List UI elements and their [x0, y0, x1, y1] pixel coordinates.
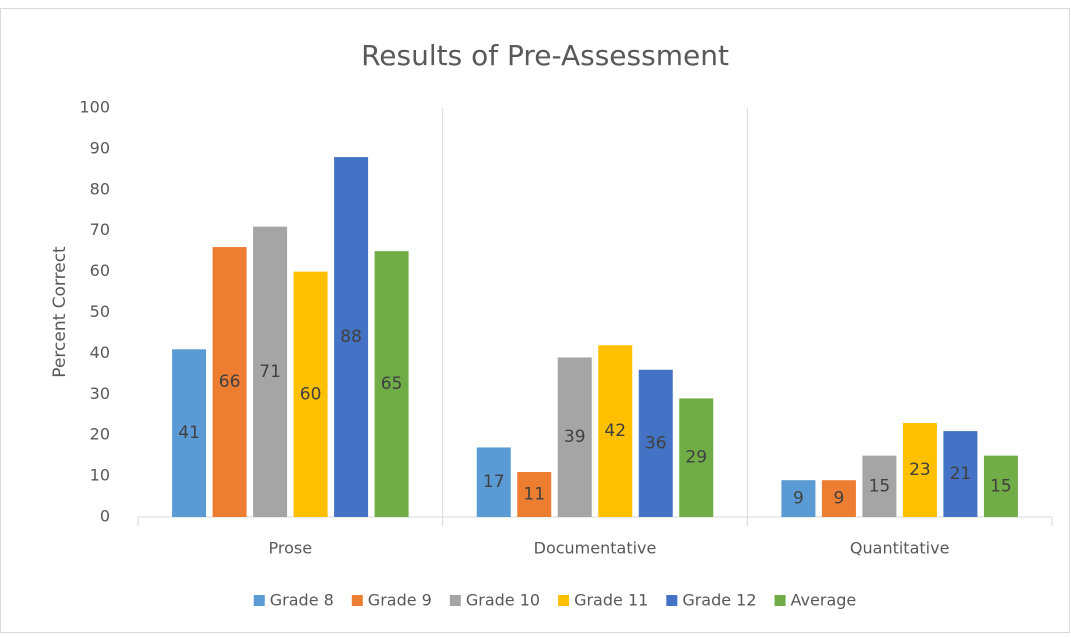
data-label: 66: [219, 372, 241, 392]
bar: [374, 251, 409, 517]
data-label: 9: [793, 489, 804, 509]
legend-label: Grade 11: [574, 591, 648, 610]
y-tick-label: 40: [90, 343, 110, 362]
data-label: 65: [381, 374, 403, 394]
bar: [334, 157, 369, 517]
y-tick-label: 30: [90, 384, 110, 403]
y-tick-label: 70: [90, 220, 110, 239]
data-label: 71: [259, 362, 281, 382]
chart-border: [0, 8, 1070, 633]
data-label: 15: [990, 476, 1012, 496]
data-label: 88: [340, 327, 362, 347]
bar: [781, 480, 816, 517]
bar: [212, 247, 247, 517]
data-label: 29: [685, 448, 707, 468]
y-tick-label: 80: [90, 179, 110, 198]
y-tick-label: 20: [90, 425, 110, 444]
bar: [902, 422, 937, 517]
y-tick-label: 90: [90, 138, 110, 157]
bar: [557, 357, 592, 517]
data-label: 15: [869, 476, 891, 496]
data-label: 39: [564, 427, 586, 447]
legend-swatch: [558, 595, 570, 606]
data-label: 41: [178, 423, 200, 443]
data-label: 9: [834, 489, 845, 509]
bar: [638, 369, 673, 517]
y-tick-label: 10: [90, 466, 110, 485]
chart-title: Results of Pre-Assessment: [361, 39, 729, 72]
bar: [862, 455, 897, 517]
x-tick-label: Prose: [269, 539, 313, 558]
bar: [172, 349, 207, 517]
legend-label: Average: [791, 591, 857, 610]
legend-swatch: [449, 595, 461, 606]
legend-label: Grade 8: [270, 591, 334, 610]
y-tick-label: 0: [100, 507, 110, 526]
bar: [293, 271, 328, 517]
bar: [253, 226, 288, 518]
data-label: 23: [909, 460, 931, 480]
x-tick-label: Documentative: [534, 539, 657, 558]
bar: [679, 398, 714, 517]
data-label: 17: [483, 472, 505, 492]
data-label: 36: [645, 433, 667, 453]
x-tick-label: Quantitative: [850, 539, 950, 558]
data-label: 11: [523, 485, 545, 505]
legend-swatch: [774, 595, 786, 606]
legend-label: Grade 9: [368, 591, 432, 610]
legend-label: Grade 12: [682, 591, 756, 610]
y-tick-label: 100: [79, 98, 110, 117]
data-label: 42: [604, 421, 626, 441]
bar: [943, 431, 978, 517]
bar: [983, 455, 1018, 517]
bar: [598, 345, 633, 517]
legend-swatch: [351, 595, 363, 606]
bar: [476, 447, 511, 517]
data-label: 21: [950, 464, 972, 484]
y-tick-label: 50: [90, 302, 110, 321]
legend-label: Grade 10: [466, 591, 540, 610]
legend-swatch: [666, 595, 678, 606]
data-label: 60: [300, 384, 322, 404]
legend-swatch: [253, 595, 265, 606]
bar: [517, 472, 552, 517]
y-axis-label: Percent Correct: [50, 246, 70, 378]
y-tick-label: 60: [90, 261, 110, 280]
bar: [821, 480, 856, 517]
